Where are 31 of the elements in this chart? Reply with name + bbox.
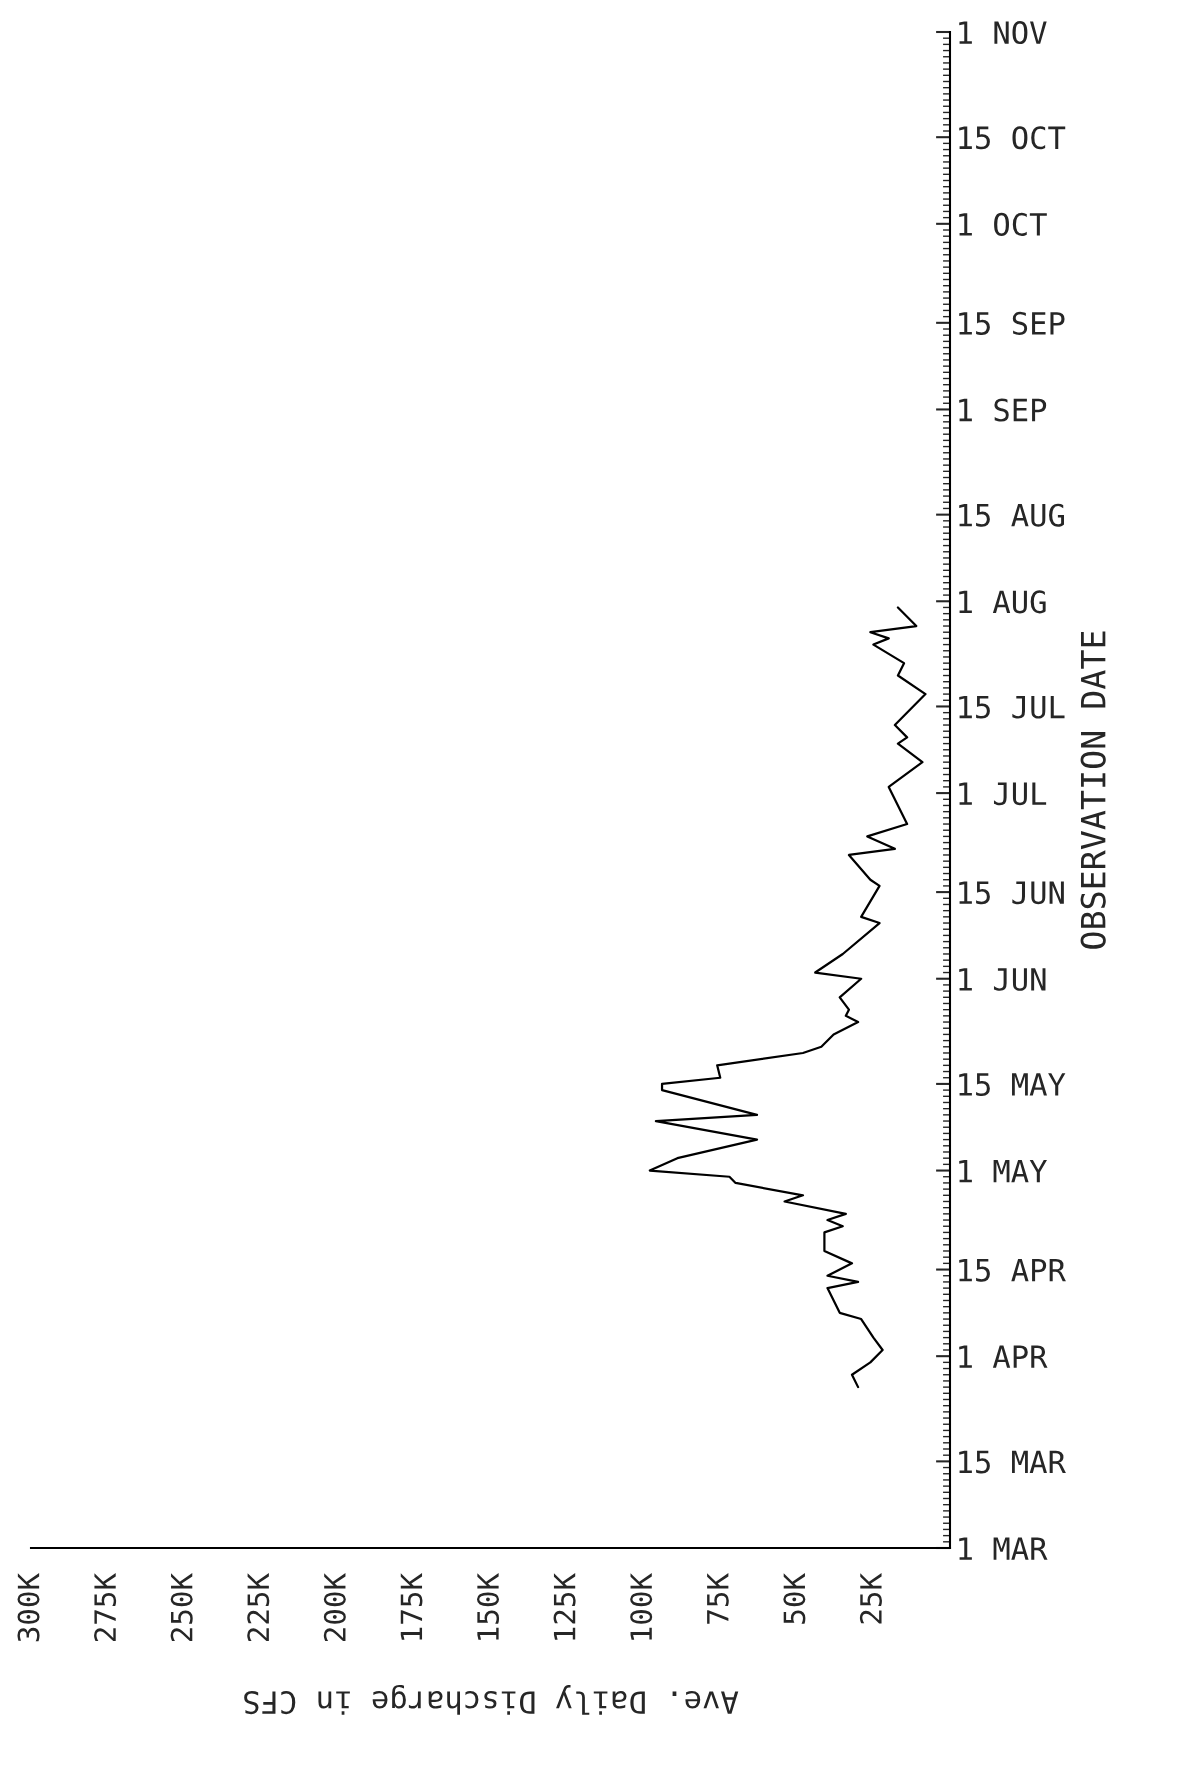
y-tick-label: 15 JUN [959, 881, 1064, 905]
y-axis-title: OBSERVATION DATE [1080, 631, 1106, 949]
x-tick-label: 250K [170, 1573, 193, 1642]
y-tick-label: 15 MAY [959, 1073, 1066, 1097]
y-tick-label: 15 APR [959, 1258, 1066, 1282]
x-tick-label: 200K [323, 1573, 346, 1642]
y-tick-label: 1 MAR [959, 1537, 1048, 1560]
x-tick-label: 50K [783, 1573, 806, 1624]
y-tick-label: 1 APR [959, 1345, 1048, 1368]
y-tick-label: 15 OCT [959, 126, 1066, 150]
x-axis-title: Ave. Daily Discharge in CFS [244, 1684, 739, 1715]
x-tick-label: 175K [400, 1573, 423, 1640]
y-tick-label: 15 AUG [959, 503, 1065, 527]
y-tick-label: 1 MAY [959, 1159, 1047, 1183]
y-tick-label: 15 JUL [959, 695, 1065, 719]
y-tick-label: 1 JUN [959, 968, 1046, 991]
y-tick-label: 1 OCT [959, 212, 1047, 236]
y-tick-label: 1 JUL [959, 782, 1047, 806]
x-tick-label: 25K [859, 1573, 882, 1624]
y-tick-label: 15 MAR [959, 1450, 1066, 1474]
y-tick-label: 15 SEP [959, 311, 1065, 335]
y-tick-label: 1 AUG [959, 590, 1046, 614]
x-tick-label: 150K [476, 1573, 500, 1640]
y-tick-label: 1 SEP [959, 398, 1047, 422]
x-tick-label: 125K [553, 1573, 576, 1640]
x-tick-label: 275K [94, 1573, 117, 1642]
y-tick-label: 1 NOV [959, 21, 1047, 45]
x-tick-label: 300K [17, 1573, 40, 1642]
x-tick-label: 100K [630, 1573, 653, 1640]
x-tick-label: 225K [247, 1573, 270, 1642]
x-tick-label: 75K [707, 1573, 729, 1624]
